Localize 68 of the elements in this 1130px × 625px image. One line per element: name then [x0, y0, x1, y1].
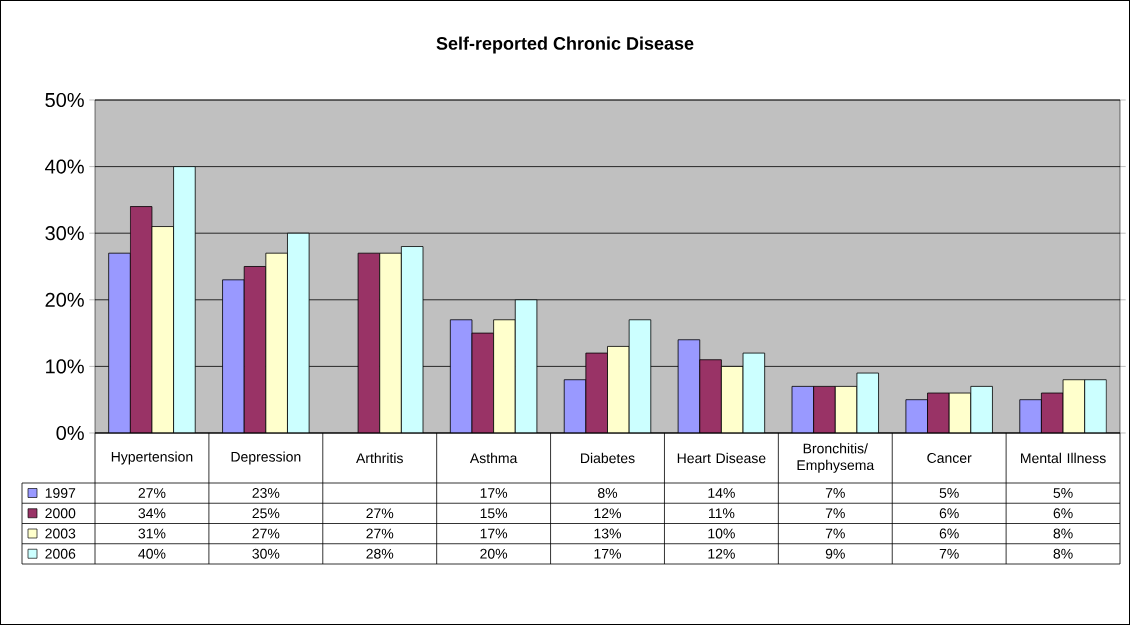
x-tick-label: Cancer	[927, 453, 972, 463]
x-tick-label: Depression	[231, 451, 301, 465]
data-label: 17%	[594, 548, 622, 559]
legend-label: 2003	[45, 528, 76, 539]
data-label: 15%	[480, 508, 508, 519]
data-label: 14%	[708, 488, 735, 498]
data-label: 8%	[1053, 548, 1073, 559]
data-label: 8%	[598, 488, 618, 498]
data-label: 6%	[939, 528, 959, 539]
data-label: 7%	[939, 548, 959, 559]
data-label: 11%	[708, 508, 735, 519]
data-label: 12%	[708, 548, 735, 559]
chart-title: Self-reported Chronic Disease	[436, 36, 694, 54]
y-tick-label: 10%	[46, 359, 84, 374]
bar	[108, 252, 131, 433]
bar	[449, 319, 473, 433]
bar	[222, 279, 245, 433]
bar	[1062, 379, 1086, 433]
x-tick-label: Mental Illness	[1021, 452, 1106, 464]
x-tick-label: Asthma	[469, 452, 518, 464]
legend-label: 2000	[45, 508, 76, 519]
y-tick-label: 0%	[56, 425, 84, 441]
y-tick-label: 20%	[45, 292, 84, 307]
data-label: 31%	[138, 528, 166, 539]
bar	[379, 252, 402, 433]
data-label: 5%	[939, 488, 959, 498]
data-label: 27%	[366, 508, 394, 519]
bar	[607, 346, 630, 433]
data-label: 34%	[138, 508, 166, 519]
data-label: 25%	[252, 508, 280, 519]
bar	[265, 252, 288, 433]
data-label: 10%	[708, 528, 735, 539]
bar	[151, 226, 174, 433]
bar	[563, 379, 587, 433]
bar	[1019, 399, 1042, 433]
data-label: 8%	[1053, 528, 1073, 539]
y-tick-label: 50%	[45, 92, 84, 108]
x-tick-label: Hypertension	[111, 451, 193, 465]
data-label: 28%	[366, 548, 394, 559]
data-label: 40%	[138, 548, 166, 559]
data-label: 7%	[825, 528, 845, 539]
y-tick-label: 40%	[45, 159, 84, 174]
data-label: 6%	[939, 508, 959, 519]
data-label: 17%	[480, 488, 508, 498]
data-label: 23%	[252, 488, 280, 498]
data-label: 20%	[480, 548, 508, 559]
data-label: 9%	[825, 548, 845, 559]
legend-label: 2006	[45, 548, 76, 559]
bar	[720, 366, 744, 433]
x-tick-label: Diabetes	[581, 452, 635, 464]
data-label: 7%	[825, 508, 845, 519]
data-label: 27%	[252, 528, 280, 539]
data-label: 27%	[366, 528, 394, 539]
data-label: 30%	[252, 548, 280, 559]
legend-label: 1997	[45, 488, 76, 498]
data-label: 6%	[1053, 508, 1073, 519]
x-tick-label: Arthritis	[356, 452, 403, 464]
data-label: 27%	[138, 488, 166, 498]
data-label: 7%	[825, 488, 845, 498]
data-label: 13%	[594, 528, 622, 539]
x-tick-label: Bronchitis/ Emphysema	[797, 443, 875, 473]
y-tick-label: 30%	[45, 226, 84, 241]
data-label: 5%	[1053, 488, 1073, 498]
bar	[677, 339, 701, 433]
data-label: 17%	[480, 528, 508, 539]
data-label: 12%	[594, 508, 622, 519]
x-tick-label: Heart Disease	[677, 452, 766, 464]
bar	[493, 319, 516, 433]
